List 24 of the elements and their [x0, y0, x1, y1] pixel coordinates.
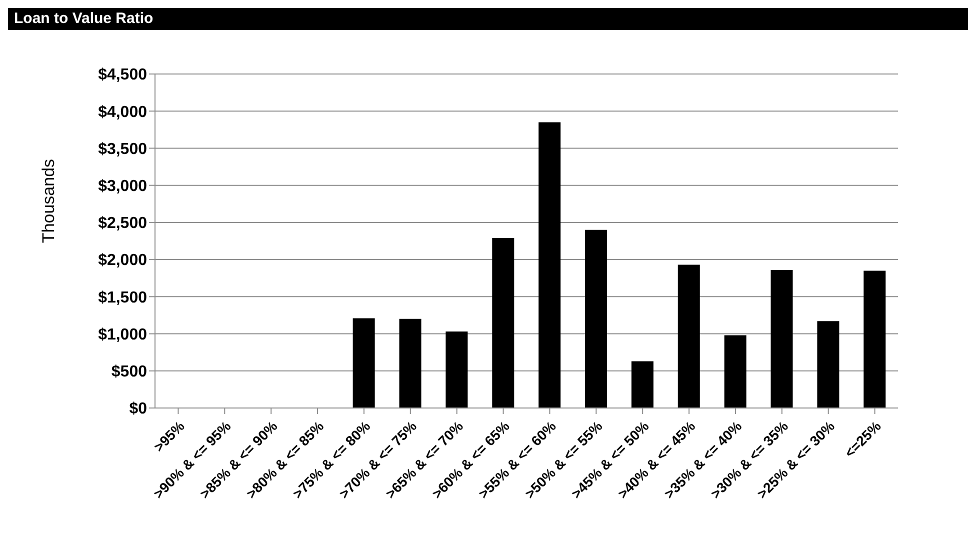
y-tick-label: $500 [111, 364, 148, 381]
y-tick-label: $3,500 [98, 140, 148, 158]
bar [399, 318, 422, 408]
bar [724, 335, 746, 408]
y-tick-label: $1,000 [98, 326, 148, 344]
y-tick-label: $2,000 [98, 252, 148, 270]
bar [864, 270, 886, 408]
bar [770, 270, 793, 408]
bar [817, 321, 840, 408]
bar [538, 122, 561, 408]
y-tick-label: $4,500 [98, 66, 148, 84]
y-tick-label: $1,500 [98, 289, 148, 306]
y-tick-label: $4,000 [98, 104, 148, 121]
bar [492, 238, 514, 408]
chart-title: Loan to Value Ratio [8, 8, 968, 30]
y-tick-label: $3,000 [98, 178, 148, 196]
y-tick-label: $0 [129, 400, 148, 418]
bar [678, 264, 700, 408]
y-tick-label: $2,500 [98, 215, 148, 232]
bar [631, 361, 654, 408]
bar [446, 332, 468, 408]
bar [585, 230, 608, 408]
y-axis-title: Thousands [39, 158, 58, 244]
bar [352, 318, 375, 408]
